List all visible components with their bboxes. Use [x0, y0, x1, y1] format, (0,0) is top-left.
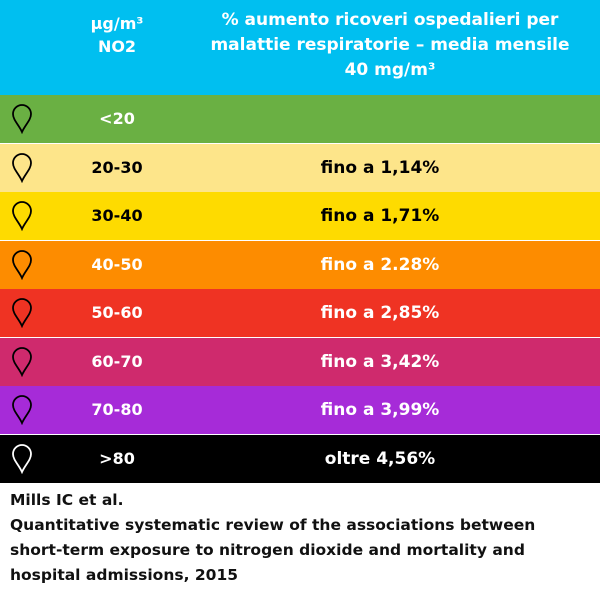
source-citation: Mills IC et al. Quantitative systematic … [10, 488, 595, 588]
description-line-1: % aumento ricoveri ospedalieri per [221, 10, 559, 30]
admission-increase-value [260, 95, 500, 143]
table-row: 20-30 fino a 1,14% [0, 143, 600, 192]
map-pin-icon [12, 152, 32, 183]
map-pin-icon [12, 201, 32, 231]
map-pin-icon [12, 346, 32, 377]
unit-column-header: µg/m³ NO2 [52, 12, 182, 58]
concentration-range: >80 [99, 448, 135, 468]
concentration-range: 60-70 [91, 351, 143, 371]
concentration-range: 20-30 [91, 157, 143, 177]
citation-title-line-1: Quantitative systematic review of the as… [10, 516, 536, 534]
map-pin-icon [12, 443, 32, 474]
admission-increase-value: fino a 2,85% [320, 303, 440, 323]
table-row: 60-70 fino a 3,42% [0, 337, 600, 386]
map-pin-icon [12, 249, 32, 280]
admission-increase-value: fino a 1,14% [320, 157, 440, 178]
admission-increase-value: fino a 1,71% [320, 206, 440, 226]
admission-increase-value: fino a 2.28% [320, 254, 440, 275]
pollutant-label: NO2 [97, 37, 137, 56]
table-row: <20 [0, 95, 600, 143]
table-row: 30-40 fino a 1,71% [0, 192, 600, 240]
concentration-range: <20 [99, 109, 135, 128]
table-row: 70-80 fino a 3,99% [0, 386, 600, 434]
citation-title-line-3: hospital admissions, 2015 [10, 566, 239, 584]
map-pin-icon [12, 395, 32, 425]
concentration-range: 70-80 [91, 400, 143, 419]
concentration-range: 30-40 [91, 206, 143, 225]
map-pin-icon [12, 104, 32, 134]
citation-title-line-2: short-term exposure to nitrogen dioxide … [10, 541, 525, 559]
admission-increase-value: fino a 3,99% [320, 400, 440, 420]
table-row: 50-60 fino a 2,85% [0, 289, 600, 337]
admission-increase-value: fino a 3,42% [320, 351, 440, 372]
admission-increase-value: oltre 4,56% [324, 448, 436, 469]
unit-label: µg/m³ [90, 14, 144, 33]
table-row: >80 oltre 4,56% [0, 434, 600, 483]
description-line-2: malattie respiratorie – media mensile [210, 35, 570, 55]
description-column-header: % aumento ricoveri ospedalieri per malat… [190, 8, 590, 83]
map-pin-icon [12, 298, 32, 328]
description-line-3: 40 mg/m³ [344, 60, 436, 80]
table-header: µg/m³ NO2 % aumento ricoveri ospedalieri… [0, 0, 600, 95]
citation-authors: Mills IC et al. [10, 491, 124, 509]
concentration-range: 40-50 [91, 254, 143, 274]
table-row: 40-50 fino a 2.28% [0, 240, 600, 289]
concentration-range: 50-60 [91, 303, 143, 322]
